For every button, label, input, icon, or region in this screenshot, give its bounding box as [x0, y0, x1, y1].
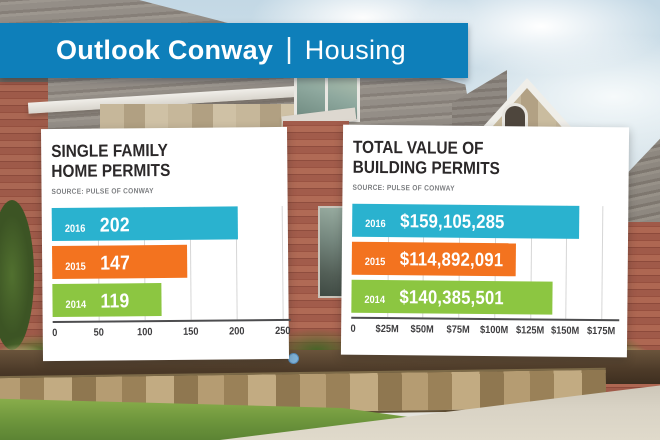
tick-label: 250 — [274, 324, 291, 338]
tick-label: $50M — [410, 323, 434, 336]
tick-label: 150 — [183, 325, 199, 338]
bar-2014: 2014 $140,385,501 — [351, 279, 553, 315]
chart-title-line1: SINGLE FAMILY — [51, 139, 168, 161]
chart-source: SOURCE: PULSE OF CONWAY — [51, 186, 154, 196]
banner-title-light: Housing — [304, 35, 406, 65]
chart-source: SOURCE: PULSE OF CONWAY — [352, 182, 455, 193]
gable-vent-window — [505, 106, 525, 128]
bar-year-label: 2016 — [365, 217, 386, 231]
chart-title-line1: TOTAL VALUE OF — [352, 136, 484, 158]
tick-label: 200 — [228, 325, 245, 338]
tick-label: 100 — [137, 326, 153, 339]
banner-title-bold: Outlook Conway — [56, 35, 274, 65]
bars: 2016 202 2015 147 2014 119 — [51, 206, 283, 322]
banner-separator: | — [285, 33, 293, 65]
tick-label: 0 — [350, 322, 356, 335]
tick-label: $150M — [550, 324, 580, 337]
bar-2015: 2015 $114,892,091 — [351, 241, 517, 277]
bars: 2016 $159,105,285 2015 $114,892,091 2014… — [351, 203, 602, 320]
bar-year-label: 2015 — [364, 255, 386, 269]
bar-year-label: 2014 — [65, 298, 87, 311]
bar-value-label: $159,105,285 — [400, 211, 506, 234]
bar-2015: 2015 147 — [52, 244, 188, 279]
bar-value-label: $140,385,501 — [399, 287, 505, 310]
bar-year-label: 2015 — [65, 260, 86, 273]
chart-card-building-value: TOTAL VALUE OF BUILDING PERMITS SOURCE: … — [340, 124, 630, 358]
bar-value-label: 119 — [100, 290, 130, 313]
bar-chart-home-permits: 2016 202 2015 147 2014 119 0 50 100 150 … — [51, 205, 291, 361]
chart-title: TOTAL VALUE OF BUILDING PERMITS — [353, 137, 629, 180]
bar-2014: 2014 119 — [52, 283, 163, 317]
tick-label: $75M — [446, 323, 470, 336]
chart-card-home-permits: SINGLE FAMILY HOME PERMITS SOURCE: PULSE… — [40, 126, 291, 362]
bar-value-label: $114,892,091 — [400, 249, 504, 272]
bar-chart-building-value: 2016 $159,105,285 2015 $114,892,091 2014… — [350, 203, 628, 358]
stone-veneer — [100, 104, 300, 130]
bar-value-label: 147 — [100, 252, 131, 275]
bar-year-label: 2014 — [364, 293, 386, 307]
bar-2016: 2016 $159,105,285 — [352, 203, 580, 239]
title-banner: Outlook Conway | Housing — [0, 23, 468, 78]
tick-label: $100M — [479, 323, 509, 337]
bar-year-label: 2016 — [64, 222, 86, 235]
sprinkler-marker — [288, 353, 299, 364]
chart-title: SINGLE FAMILY HOME PERMITS — [51, 139, 287, 181]
tick-label: 50 — [93, 326, 104, 339]
bar-value-label: 202 — [100, 214, 131, 237]
tick-label: 0 — [52, 326, 58, 339]
chart-title-line2: HOME PERMITS — [51, 159, 171, 181]
tick-label: $175M — [586, 324, 616, 338]
tick-label: $125M — [515, 324, 545, 337]
tick-label: $25M — [375, 322, 399, 336]
chart-title-line2: BUILDING PERMITS — [352, 156, 500, 179]
bar-2016: 2016 202 — [51, 206, 238, 241]
